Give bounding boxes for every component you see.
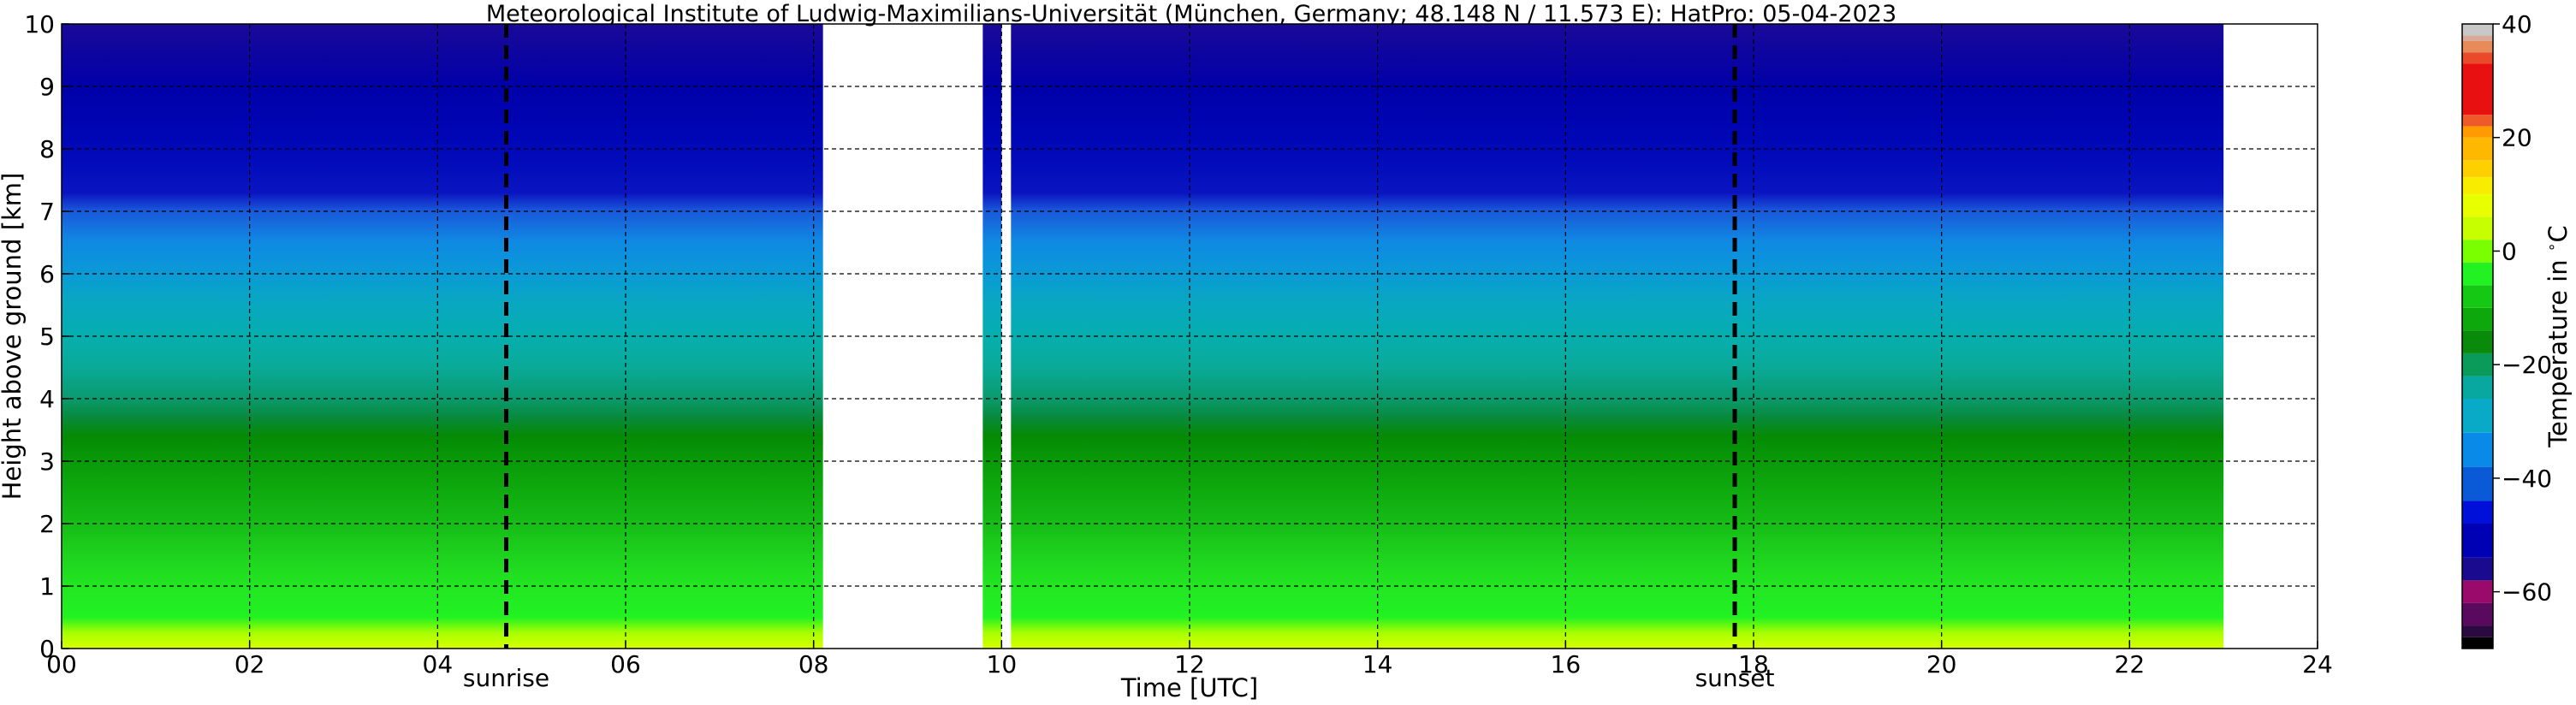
y-tick-label: 2 (39, 510, 55, 538)
y-tick-label: 4 (39, 385, 55, 413)
x-tick-label: 10 (987, 650, 1018, 678)
x-tick-label: 16 (1551, 650, 1582, 678)
colorbar-band (2462, 625, 2493, 637)
colorbar-band (2462, 177, 2493, 195)
x-tick-label: 04 (423, 650, 454, 678)
colorbar-band (2462, 35, 2493, 41)
x-tick-label: 00 (46, 650, 77, 678)
y-tick-label: 0 (39, 635, 55, 663)
colorbar-band (2462, 126, 2493, 138)
colorbar-tick-label: 0 (2502, 237, 2517, 265)
colorbar-tick-label: 40 (2502, 10, 2532, 39)
colorbar-band (2462, 137, 2493, 161)
data-period (982, 24, 1002, 649)
x-tick-label: 22 (2115, 650, 2146, 678)
x-tick-label: 02 (234, 650, 265, 678)
colorbar-tick-label: −60 (2502, 578, 2552, 607)
colorbar-band (2462, 40, 2493, 53)
colorbar-band (2462, 52, 2493, 64)
colorbar-band (2462, 432, 2493, 467)
colorbar-band (2462, 602, 2493, 626)
colorbar-band (2462, 307, 2493, 331)
colorbar-band (2462, 240, 2493, 263)
y-tick-label: 6 (39, 260, 55, 288)
colorbar-band (2462, 466, 2493, 501)
grid (62, 24, 2318, 649)
y-tick-label: 1 (39, 572, 55, 601)
colorbar-band (2462, 376, 2493, 399)
x-tick-label: 12 (1174, 650, 1205, 678)
y-tick-label: 7 (39, 198, 55, 226)
event-label: sunrise (463, 664, 549, 692)
colorbar-band (2462, 352, 2493, 376)
x-tick-label: 20 (1926, 650, 1957, 678)
event-lines: sunrise sunset (463, 24, 1775, 692)
colorbar-band (2462, 330, 2493, 353)
colorbar: 40 20 0 −20 −40 −60 (2462, 10, 2552, 649)
colorbar-band (2462, 637, 2493, 649)
colorbar-band (2462, 262, 2493, 286)
colorbar-label: Temperature in ∘C (2543, 225, 2573, 447)
colorbar-band (2462, 580, 2493, 603)
chart-title: Meteorological Institute of Ludwig-Maxim… (486, 1, 1896, 27)
colorbar-band (2462, 194, 2493, 217)
x-tick-label: 06 (610, 650, 641, 678)
x-tick-label: 08 (798, 650, 829, 678)
colorbar-band (2462, 63, 2493, 116)
colorbar-band (2462, 399, 2493, 433)
x-axis-label: Time [UTC] (1120, 673, 1258, 702)
y-tick-label: 8 (39, 135, 55, 163)
y-axis-label: Height above ground [km] (0, 173, 27, 501)
y-tick-label: 3 (39, 447, 55, 476)
colorbar-frame (2461, 23, 2494, 649)
x-tick-label: 18 (1738, 650, 1769, 678)
x-tick-label: 14 (1362, 650, 1393, 678)
x-tick-label: 24 (2302, 650, 2333, 678)
colorbar-band (2462, 160, 2493, 178)
y-tick-label: 5 (39, 323, 55, 351)
y-tick-label: 10 (24, 10, 55, 39)
colorbar-band (2462, 285, 2493, 308)
colorbar-band (2462, 501, 2493, 524)
colorbar-tick-label: −20 (2502, 351, 2552, 379)
colorbar-band (2462, 216, 2493, 240)
colorbar-tick-label: 20 (2502, 124, 2532, 152)
colorbar-band (2462, 24, 2493, 36)
colorbar-tick-label: −40 (2502, 465, 2552, 493)
colorbar-band (2462, 524, 2493, 558)
colorbar-band (2462, 557, 2493, 581)
y-tick-label: 9 (39, 73, 55, 101)
colorbar-band (2462, 115, 2493, 127)
event-label: sunset (1695, 664, 1775, 692)
